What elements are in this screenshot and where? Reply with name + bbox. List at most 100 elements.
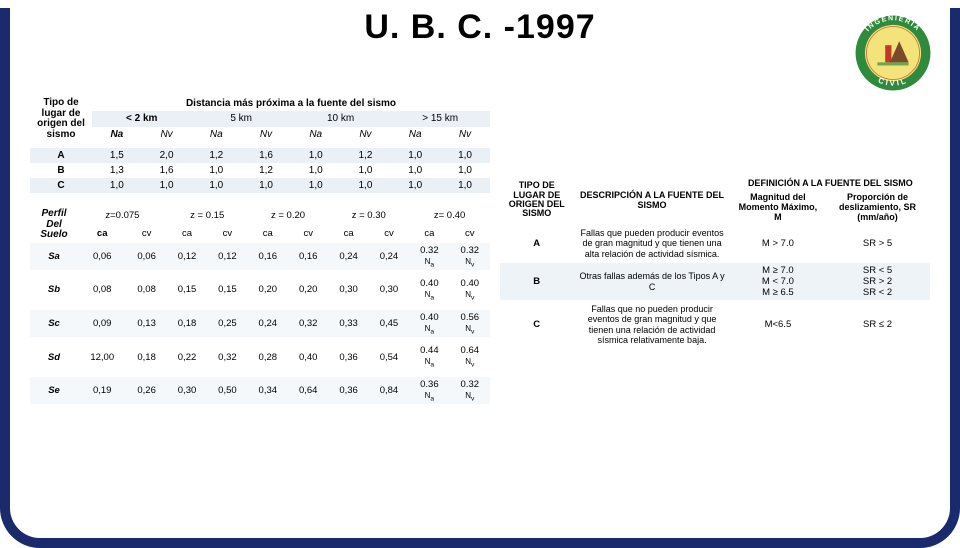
t2-sub: cv <box>126 225 166 243</box>
t2-cell: 0,08 <box>126 276 166 304</box>
t3-sr: SR > 5 <box>825 224 930 263</box>
t1-sub: Na <box>191 127 241 142</box>
t2-cell: 0.32Na <box>409 243 449 271</box>
t2-sub: cv <box>207 225 247 243</box>
t1-cell: 1,6 <box>241 148 291 163</box>
t2-cell: 0,15 <box>167 276 207 304</box>
t1-dist-3: > 15 km <box>390 111 490 126</box>
t3-h1: TIPO DE LUGAR DE ORIGEN DEL SISMO <box>500 176 573 224</box>
t3-sr: SR < 5 SR > 2 SR < 2 <box>825 263 930 300</box>
t1-cell: 1,0 <box>440 178 490 193</box>
t1-row-header: Tipo de lugar de origen del sismo <box>30 96 92 142</box>
t1-cell: 1,0 <box>142 178 192 193</box>
t3-mag: M ≥ 7.0 M < 7.0 M ≥ 6.5 <box>731 263 825 300</box>
t2-cell: 0,40 <box>288 343 328 371</box>
t2-z: z= 0.40 <box>409 207 490 225</box>
t1-cell: 1,0 <box>191 178 241 193</box>
t2-cell: 0,16 <box>288 243 328 271</box>
t2-cell: 0,25 <box>207 310 247 338</box>
t2-cell: 0,36 <box>328 377 368 405</box>
t1-dist-2: 10 km <box>291 111 390 126</box>
t1-group-header: Distancia más próxima a la fuente del si… <box>92 96 490 111</box>
t3-h3a: Magnitud del Momento Máximo, M <box>731 190 825 224</box>
t2-cell: 0,12 <box>167 243 207 271</box>
t2-cell: 0,45 <box>369 310 409 338</box>
t1-cell: 1,0 <box>341 178 391 193</box>
t2-row-label: Sb <box>30 276 78 304</box>
t2-cell: 0,64 <box>288 377 328 405</box>
t3-desc: Otras fallas además de los Tipos A y C <box>573 263 730 300</box>
t2-sub: ca <box>328 225 368 243</box>
t1-cell: 1,6 <box>142 163 192 178</box>
t3-row-label: B <box>500 263 573 300</box>
t2-cell: 0,30 <box>328 276 368 304</box>
t2-row-label: Sd <box>30 343 78 371</box>
t2-cell: 0,16 <box>248 243 288 271</box>
t1-cell: 1,5 <box>92 148 142 163</box>
t3-desc: Fallas que no pueden producir eventos de… <box>573 300 730 349</box>
t2-cell: 0.40Na <box>409 276 449 304</box>
t2-cell: 0,30 <box>167 377 207 405</box>
t2-cell: 0.32Nv <box>450 377 490 405</box>
t2-cell: 0,54 <box>369 343 409 371</box>
left-column: Tipo de lugar de origen del sismo Distan… <box>30 96 490 530</box>
logo-ingenieria-civil: INGENIERIA CIVIL <box>854 14 932 92</box>
t2-sub: ca <box>248 225 288 243</box>
t1-cell: 1,0 <box>291 178 341 193</box>
t2-cell: 12,00 <box>78 343 126 371</box>
t1-cell: 2,0 <box>142 148 192 163</box>
t1-cell: 1,0 <box>191 163 241 178</box>
t3-sr: SR ≤ 2 <box>825 300 930 349</box>
t2-cell: 0,32 <box>288 310 328 338</box>
t2-cell: 0,50 <box>207 377 247 405</box>
t2-z: z = 0.20 <box>248 207 329 225</box>
t2-cell: 0,28 <box>248 343 288 371</box>
t2-cell: 0,20 <box>248 276 288 304</box>
t1-cell: 1,2 <box>241 163 291 178</box>
t1-row: C <box>30 178 92 193</box>
t2-z: z = 0.15 <box>167 207 248 225</box>
t3-h3g: DEFINICIÓN A LA FUENTE DEL SISMO <box>731 176 930 190</box>
t2-cell: 0,06 <box>78 243 126 271</box>
t2-cell: 0,24 <box>328 243 368 271</box>
t1-cell: 1,0 <box>390 163 440 178</box>
t1-cell: 1,0 <box>440 163 490 178</box>
t2-row-label: Sc <box>30 310 78 338</box>
t1-row: B <box>30 163 92 178</box>
t2-cell: 0.36Na <box>409 377 449 405</box>
t2-cell: 0,06 <box>126 243 166 271</box>
t2-cell: 0,13 <box>126 310 166 338</box>
t1-cell: 1,2 <box>191 148 241 163</box>
table-ca-cv: Perfil Del Suelo z=0.075 z = 0.15 z = 0.… <box>30 207 490 410</box>
t2-z: z = 0.30 <box>328 207 409 225</box>
t1-cell: 1,0 <box>341 163 391 178</box>
t2-cell: 0,15 <box>207 276 247 304</box>
table-na-nv: Tipo de lugar de origen del sismo Distan… <box>30 96 490 193</box>
t2-cell: 0,32 <box>207 343 247 371</box>
t2-cell: 0,26 <box>126 377 166 405</box>
right-column: TIPO DE LUGAR DE ORIGEN DEL SISMO DESCRI… <box>500 96 930 530</box>
t1-sub: Na <box>92 127 142 142</box>
t1-cell: 1,0 <box>440 148 490 163</box>
t2-cell: 0,24 <box>369 243 409 271</box>
t2-cell: 0.56Nv <box>450 310 490 338</box>
t2-row-label: Sa <box>30 243 78 271</box>
t2-sub: ca <box>409 225 449 243</box>
t2-cell: 0,33 <box>328 310 368 338</box>
t2-sub: cv <box>450 225 490 243</box>
t1-cell: 1,2 <box>341 148 391 163</box>
t2-cell: 0,09 <box>78 310 126 338</box>
table-source-definition: TIPO DE LUGAR DE ORIGEN DEL SISMO DESCRI… <box>500 176 930 349</box>
t1-sub: Na <box>291 127 341 142</box>
t2-cell: 0.32Nv <box>450 243 490 271</box>
t1-cell: 1,0 <box>92 178 142 193</box>
t2-cell: 0,24 <box>248 310 288 338</box>
t1-sub: Nv <box>241 127 291 142</box>
t2-sub: ca <box>167 225 207 243</box>
t2-cell: 0,22 <box>167 343 207 371</box>
t3-h3b: Proporción de deslizamiento, SR (mm/año) <box>825 190 930 224</box>
t1-dist-1: 5 km <box>191 111 290 126</box>
t2-sub: cv <box>369 225 409 243</box>
t3-mag: M<6.5 <box>731 300 825 349</box>
t1-cell: 1,0 <box>291 148 341 163</box>
